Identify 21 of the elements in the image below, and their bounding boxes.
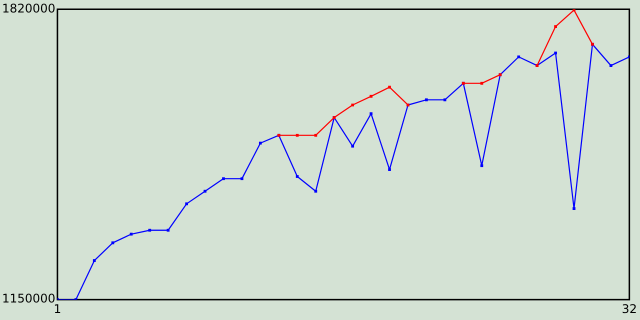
y-tick-label: 1820000 — [2, 1, 56, 16]
point — [351, 104, 354, 106]
y-tick-label: 1150000 — [2, 292, 56, 306]
x-tick-label: 32 — [622, 302, 638, 316]
point — [240, 177, 244, 180]
point — [351, 144, 354, 148]
point — [204, 190, 206, 193]
x-tick-label: 1 — [54, 302, 62, 316]
point — [130, 232, 133, 236]
point — [517, 55, 520, 58]
point — [222, 177, 225, 180]
point — [185, 202, 188, 206]
point — [92, 259, 96, 262]
point — [258, 142, 262, 145]
point — [425, 98, 428, 102]
point — [370, 94, 372, 98]
point — [166, 228, 170, 232]
point — [388, 86, 391, 89]
point — [296, 175, 299, 178]
point — [370, 112, 372, 116]
point — [443, 98, 446, 102]
